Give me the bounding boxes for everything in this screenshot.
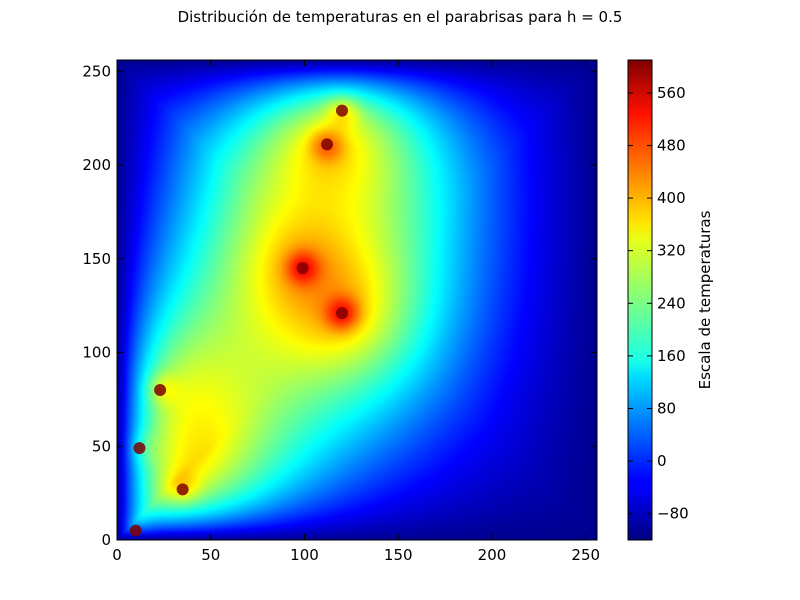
hot-spot-3 (154, 384, 167, 396)
x-tick-label: 150 (384, 546, 413, 564)
heatmap-raster (117, 60, 597, 540)
colorbar-label: Escala de temperaturas (696, 210, 714, 389)
y-tick-label: 150 (82, 250, 111, 268)
x-tick-label: 250 (571, 546, 600, 564)
colorbar-tick-label: 320 (657, 242, 686, 260)
x-tick-label: 50 (201, 546, 220, 564)
colorbar (627, 59, 653, 541)
hot-spot-1 (129, 524, 142, 537)
y-tick-label: 200 (82, 156, 111, 174)
plot-frame (116, 59, 598, 541)
colorbar-tick-label: 80 (657, 399, 676, 417)
x-axis: 0 50 100 150 200 250 (112, 60, 600, 564)
colorbar-tick-label: 480 (657, 136, 686, 154)
x-tick-label: 100 (290, 546, 319, 564)
colorbar-axis: −80 0 80 160 240 320 400 480 560 (628, 84, 689, 523)
colorbar-tick-label: −80 (657, 505, 689, 523)
y-tick-label: 250 (82, 62, 111, 80)
y-tick-label: 0 (101, 531, 111, 549)
heatmap-image (117, 60, 597, 540)
y-tick-label: 100 (82, 344, 111, 362)
x-tick-label: 200 (478, 546, 507, 564)
hot-spot-2 (133, 442, 146, 455)
colorbar-tick-label: 0 (657, 452, 667, 470)
chart-title: Distribución de temperaturas en el parab… (177, 8, 623, 26)
y-tick-label: 50 (92, 437, 111, 455)
colorbar-tick-label: 400 (657, 189, 686, 207)
colorbar-tick-label: 240 (657, 294, 686, 312)
x-tick-label: 0 (112, 546, 122, 564)
hot-spot-7 (321, 138, 333, 151)
y-axis: 0 50 100 150 200 250 (82, 62, 597, 549)
colorbar-tick-label: 560 (657, 84, 686, 102)
hot-spot-5 (296, 262, 309, 275)
colorbar-tick-label: 160 (657, 347, 686, 365)
hot-spot-8 (336, 104, 348, 117)
hot-spot-4 (176, 483, 189, 496)
hot-spot-6 (336, 307, 348, 320)
